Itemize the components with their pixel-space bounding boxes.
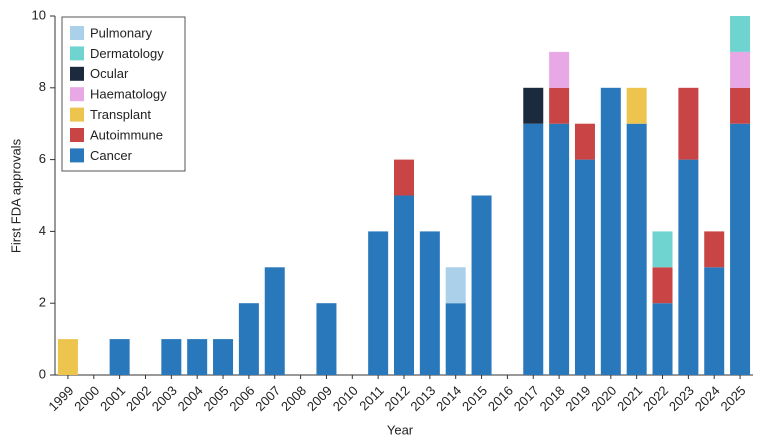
x-tick-label: 2022	[640, 383, 671, 414]
bar-segment	[316, 303, 337, 375]
legend-swatch	[70, 66, 84, 81]
x-tick-label: 2005	[201, 383, 232, 414]
bar-segment	[704, 231, 725, 268]
bar-segment	[730, 87, 751, 124]
x-tick-label: 2008	[278, 383, 309, 414]
y-tick-label: 10	[32, 7, 46, 22]
bar-segment	[445, 267, 466, 304]
bar-segment	[368, 231, 389, 375]
bar-segment	[730, 123, 751, 375]
legend-label: Cancer	[90, 148, 133, 163]
y-tick-label: 2	[39, 295, 46, 310]
x-tick-label: 2013	[407, 383, 438, 414]
bar-segment	[652, 231, 673, 268]
y-tick-label: 4	[39, 223, 46, 238]
bar-segment	[394, 159, 414, 196]
legend-swatch	[70, 107, 84, 122]
x-tick-label: 2002	[123, 383, 154, 414]
y-tick-label: 0	[39, 366, 46, 381]
bar-segment	[626, 123, 647, 375]
bar-segment	[652, 303, 673, 375]
x-tick-label: 2004	[175, 383, 206, 414]
bar-segment	[187, 339, 208, 375]
bar-segment	[652, 267, 673, 304]
bar-segment	[419, 231, 440, 375]
x-tick-label: 2010	[330, 383, 361, 414]
bar-segment	[109, 339, 130, 375]
legend-swatch	[70, 128, 84, 142]
x-tick-label: 2011	[356, 383, 386, 413]
bar-segment	[394, 195, 414, 375]
x-tick-label: 2015	[459, 383, 490, 414]
legend-swatch	[70, 148, 84, 163]
bar-segment	[574, 123, 595, 160]
x-tick-label: 2000	[71, 383, 102, 414]
x-tick-label: 2024	[692, 383, 723, 414]
x-tick-label: 2006	[226, 383, 257, 414]
bar-segment	[57, 339, 78, 375]
legend-label: Haematology	[90, 87, 167, 102]
x-axis-label: Year	[387, 422, 414, 437]
bar-segment	[626, 87, 647, 124]
bar-segment	[523, 123, 544, 375]
x-tick-label: 2003	[149, 383, 180, 414]
x-tick-label: 2025	[718, 383, 749, 414]
bar-segment	[445, 303, 466, 375]
bar-segment	[549, 123, 570, 375]
bar-segment	[549, 87, 570, 124]
legend-swatch	[70, 26, 84, 40]
x-tick-label: 2012	[381, 383, 412, 414]
x-tick-label: 2009	[304, 383, 335, 414]
legend-label: Transplant	[90, 107, 151, 122]
bar-segment	[161, 339, 182, 375]
bar-segment	[600, 87, 621, 376]
x-tick-label: 2017	[511, 383, 542, 414]
x-tick-label: 2020	[588, 383, 619, 414]
x-tick-label: 2023	[666, 383, 697, 414]
legend-label: Autoimmune	[90, 127, 163, 142]
x-tick-label: 2016	[485, 383, 516, 414]
bar-segment	[678, 159, 699, 375]
x-tick-label: 2014	[433, 383, 464, 414]
bar-segment	[549, 51, 570, 88]
bar-segment	[471, 195, 492, 375]
bar-segment	[574, 159, 595, 375]
x-tick-label: 2001	[97, 383, 128, 414]
bar-segment	[213, 339, 234, 375]
x-tick-label: 2019	[562, 383, 593, 414]
x-tick-label: 2021	[614, 383, 645, 414]
bar-segment	[730, 16, 751, 52]
legend-label: Ocular	[90, 66, 129, 81]
bar-segment	[704, 267, 725, 375]
x-tick-label: 2018	[537, 383, 568, 414]
bar-segment	[264, 267, 285, 375]
legend-label: Dermatology	[90, 46, 164, 61]
y-axis-label: First FDA approvals	[8, 138, 23, 253]
bar-segment	[238, 303, 259, 375]
bar-segment	[523, 87, 544, 124]
bar-segment	[730, 51, 751, 88]
legend-label: Pulmonary	[90, 25, 153, 40]
y-tick-label: 8	[39, 79, 46, 94]
x-tick-label: 1999	[45, 383, 76, 414]
y-tick-label: 6	[39, 151, 46, 166]
x-tick-label: 2007	[252, 383, 283, 414]
legend-swatch	[70, 46, 84, 61]
bar-segment	[678, 87, 699, 160]
legend-swatch	[70, 87, 84, 102]
